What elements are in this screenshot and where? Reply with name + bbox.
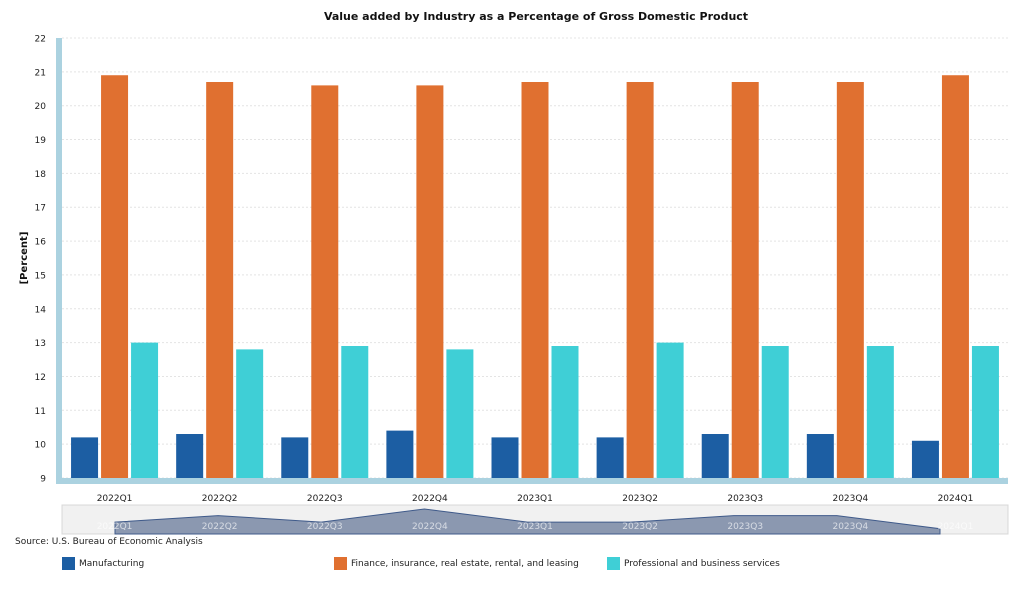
bar-professional-2022q4[interactable] bbox=[446, 349, 474, 478]
legend-label: Professional and business services bbox=[624, 558, 780, 569]
legend-label: Finance, insurance, real estate, rental,… bbox=[351, 558, 579, 569]
y-tick-label: 20 bbox=[35, 102, 47, 112]
x-tick-label: 2023Q4 bbox=[832, 494, 868, 504]
bar-finance-2022q2[interactable] bbox=[206, 82, 234, 478]
y-tick-label: 21 bbox=[35, 68, 46, 78]
bar-manufacturing-2023q1[interactable] bbox=[491, 437, 519, 478]
legend-item-finance[interactable]: Finance, insurance, real estate, rental,… bbox=[334, 557, 579, 570]
navigator-label: 2022Q3 bbox=[307, 522, 343, 532]
legend-item-professional[interactable]: Professional and business services bbox=[607, 557, 780, 570]
legend-swatch bbox=[334, 557, 347, 570]
legend-swatch bbox=[62, 557, 75, 570]
bar-manufacturing-2022q2[interactable] bbox=[176, 434, 204, 478]
y-axis-label: [Percent] bbox=[19, 232, 30, 285]
bar-manufacturing-2022q1[interactable] bbox=[71, 437, 99, 478]
x-tick-label: 2023Q1 bbox=[517, 494, 553, 504]
legend-label: Manufacturing bbox=[79, 558, 145, 569]
bar-professional-2023q1[interactable] bbox=[551, 346, 579, 478]
bar-finance-2022q1[interactable] bbox=[101, 75, 129, 478]
navigator-label: 2023Q4 bbox=[832, 522, 868, 532]
navigator-label: 2022Q1 bbox=[97, 522, 133, 532]
legend-item-manufacturing[interactable]: Manufacturing bbox=[62, 557, 144, 570]
bar-manufacturing-2023q3[interactable] bbox=[701, 434, 729, 478]
bar-finance-2023q2[interactable] bbox=[626, 82, 654, 478]
y-tick-label: 14 bbox=[35, 305, 47, 315]
y-tick-label: 12 bbox=[35, 373, 46, 383]
bar-manufacturing-2022q4[interactable] bbox=[386, 430, 414, 478]
y-tick-label: 9 bbox=[40, 475, 46, 485]
x-axis: 2022Q1 2022Q2 2022Q3 2022Q4 2023Q1 2023Q2 2023… bbox=[56, 478, 1008, 504]
navigator-label: 2024Q1 bbox=[938, 522, 974, 532]
bar-finance-2023q3[interactable] bbox=[731, 82, 759, 478]
bar-professional-2023q2[interactable] bbox=[656, 342, 684, 478]
x-tick-label: 2023Q2 bbox=[622, 494, 658, 504]
navigator-label: 2023Q1 bbox=[517, 522, 553, 532]
y-tick-label: 22 bbox=[35, 35, 46, 45]
bar-finance-2022q3[interactable] bbox=[311, 85, 339, 478]
x-tick-label: 2022Q3 bbox=[307, 494, 343, 504]
bar-manufacturing-2023q2[interactable] bbox=[596, 437, 624, 478]
x-tick-label: 2023Q3 bbox=[727, 494, 763, 504]
bar-professional-2022q2[interactable] bbox=[236, 349, 264, 478]
bar-professional-2023q3[interactable] bbox=[761, 346, 789, 478]
navigator-label: 2023Q2 bbox=[622, 522, 658, 532]
bar-professional-2024q1[interactable] bbox=[971, 346, 999, 478]
chart-title: Value added by Industry as a Percentage … bbox=[324, 10, 748, 23]
y-tick-label: 13 bbox=[35, 339, 46, 349]
bar-manufacturing-2023q4[interactable] bbox=[806, 434, 834, 478]
x-tick-label: 2024Q1 bbox=[938, 494, 974, 504]
y-tick-label: 19 bbox=[35, 136, 47, 146]
y-tick-label: 16 bbox=[35, 238, 47, 248]
navigator-label: 2023Q3 bbox=[727, 522, 763, 532]
y-tick-label: 17 bbox=[35, 204, 46, 214]
y-tick-label: 10 bbox=[35, 441, 47, 451]
y-axis: 9 10 11 12 13 14 15 16 17 18 19 20 21 22 bbox=[35, 35, 62, 485]
bar-finance-2024q1[interactable] bbox=[941, 75, 969, 478]
bar-finance-2022q4[interactable] bbox=[416, 85, 444, 478]
bar-professional-2022q1[interactable] bbox=[131, 342, 159, 478]
x-tick-label: 2022Q2 bbox=[202, 494, 238, 504]
x-tick-label: 2022Q4 bbox=[412, 494, 448, 504]
x-tick-label: 2022Q1 bbox=[97, 494, 133, 504]
y-axis-line bbox=[56, 38, 62, 484]
bar-professional-2023q4[interactable] bbox=[866, 346, 894, 478]
x-axis-line bbox=[56, 478, 1008, 484]
bar-manufacturing-2024q1[interactable] bbox=[911, 440, 939, 478]
bar-finance-2023q1[interactable] bbox=[521, 82, 549, 478]
legend-swatch bbox=[607, 557, 620, 570]
y-tick-label: 11 bbox=[35, 407, 46, 417]
navigator-label: 2022Q2 bbox=[202, 522, 238, 532]
y-tick-label: 15 bbox=[35, 271, 46, 281]
bars bbox=[71, 75, 999, 478]
navigator-label: 2022Q4 bbox=[412, 522, 448, 532]
bar-professional-2022q3[interactable] bbox=[341, 346, 369, 478]
range-navigator[interactable]: 2022Q1 2022Q2 2022Q3 2022Q4 2023Q1 2023Q2 2023… bbox=[61, 504, 1009, 535]
y-tick-label: 18 bbox=[35, 170, 47, 180]
bar-finance-2023q4[interactable] bbox=[836, 82, 864, 478]
source-note: Source: U.S. Bureau of Economic Analysis bbox=[15, 537, 203, 547]
bar-manufacturing-2022q3[interactable] bbox=[281, 437, 309, 478]
navigator-series bbox=[114, 508, 941, 535]
